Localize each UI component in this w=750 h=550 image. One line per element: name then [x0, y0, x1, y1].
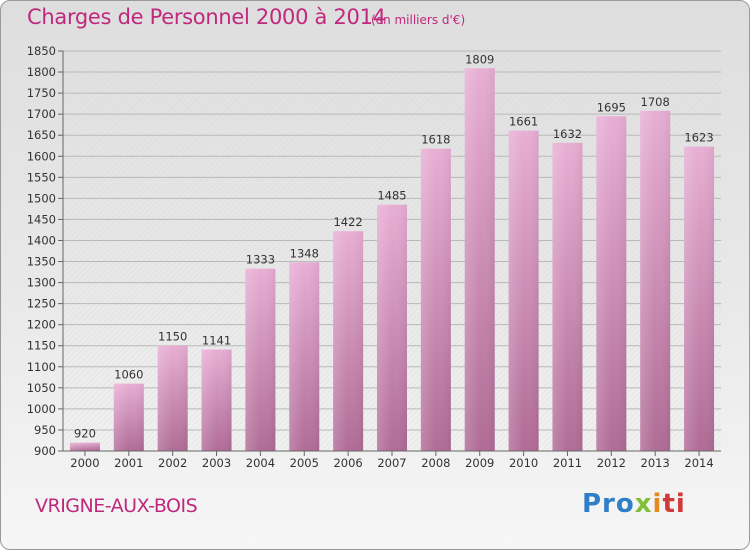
y-tick-label: 1200: [27, 318, 56, 332]
bar-shade: [508, 130, 539, 451]
bar-shade: [69, 442, 100, 451]
x-tick-label: 2007: [377, 456, 406, 470]
logo-part-4: ti: [662, 489, 686, 519]
bar-shade: [289, 262, 320, 451]
bar-value-label: 1348: [290, 246, 319, 260]
y-tick-label: 1800: [27, 65, 56, 79]
bar-value-label: 1618: [421, 133, 450, 147]
plot-area: 900 950 1000 1050 1100 1150 1200 1250 1300 1350 14…: [27, 44, 721, 470]
x-tick-label: 2011: [553, 456, 582, 470]
x-tick-label: 2006: [333, 456, 362, 470]
x-tick-label: 2009: [465, 456, 494, 470]
x-tick-label: 2013: [641, 456, 670, 470]
logo-part-2: x: [634, 489, 653, 519]
y-tick-label: 1850: [27, 44, 56, 58]
chart-title: Charges de Personnel 2000 à 2014: [27, 5, 386, 29]
y-tick-label: 1750: [27, 86, 56, 100]
bar-value-label: 1809: [465, 52, 494, 66]
bar-value-label: 1422: [333, 215, 362, 229]
bar-value-label: 1150: [158, 330, 187, 344]
proxiti-logo[interactable]: Proxiti: [582, 489, 686, 519]
bar-shade: [333, 231, 364, 451]
y-tick-label: 1550: [27, 170, 56, 184]
y-tick-label: 1150: [27, 339, 56, 353]
bar-shade: [245, 268, 276, 451]
y-tick-label: 1350: [27, 255, 56, 269]
y-tick-label: 950: [34, 423, 56, 437]
bar-shade: [420, 148, 451, 451]
bar-value-label: 1623: [684, 131, 713, 145]
y-tick-label: 1450: [27, 212, 56, 226]
bar-shade: [113, 383, 144, 451]
y-tick-label: 1100: [27, 360, 56, 374]
x-tick-label: 2012: [597, 456, 626, 470]
bar-value-label: 920: [74, 427, 96, 441]
y-tick-label: 1500: [27, 191, 56, 205]
bar-shade: [377, 204, 407, 451]
y-tick-label: 1400: [27, 233, 56, 247]
y-tick-label: 1300: [27, 276, 56, 290]
x-tick-label: 2003: [202, 456, 231, 470]
y-tick-label: 1650: [27, 128, 56, 142]
y-tick-label: 900: [34, 444, 56, 458]
x-tick-label: 2010: [509, 456, 538, 470]
logo-part-3: i: [652, 489, 663, 519]
bar-shade: [157, 345, 188, 451]
bar-shade: [552, 142, 583, 451]
bar-shade: [640, 110, 671, 451]
bar-value-label: 1708: [641, 95, 670, 109]
bar-value-label: 1141: [202, 334, 231, 348]
bar-value-label: 1333: [246, 253, 275, 267]
logo-part-1: Pro: [582, 489, 635, 519]
y-tick-label: 1600: [27, 149, 56, 163]
x-tick-label: 2002: [158, 456, 187, 470]
x-tick-label: 2005: [290, 456, 319, 470]
bar-shade: [684, 146, 715, 451]
bar-shade: [596, 116, 627, 452]
bar-value-label: 1060: [114, 368, 143, 382]
bar-value-label: 1632: [553, 127, 582, 141]
bar-value-label: 1485: [377, 189, 406, 203]
y-tick-label: 1700: [27, 107, 56, 121]
bar-value-label: 1695: [597, 100, 626, 114]
bar-shade: [201, 349, 232, 451]
bar-value-label: 1661: [509, 115, 538, 129]
x-tick-label: 2004: [246, 456, 275, 470]
x-tick-label: 2000: [70, 456, 99, 470]
town-name: VRIGNE-AUX-BOIS: [35, 495, 198, 517]
y-tick-label: 1250: [27, 297, 56, 311]
y-tick-label: 1050: [27, 381, 56, 395]
x-tick-label: 2014: [684, 456, 713, 470]
bar-shade: [464, 68, 495, 452]
y-tick-label: 1000: [27, 402, 56, 416]
chart-unit-label: (en milliers d'€): [371, 13, 466, 27]
x-tick-label: 2008: [421, 456, 450, 470]
x-tick-label: 2001: [114, 456, 143, 470]
